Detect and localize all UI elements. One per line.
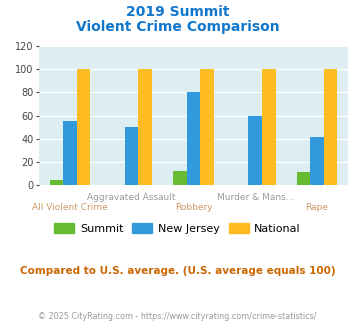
Legend: Summit, New Jersey, National: Summit, New Jersey, National: [50, 218, 305, 238]
Bar: [77, 69, 90, 185]
Bar: [324, 69, 337, 185]
Text: Violent Crime Comparison: Violent Crime Comparison: [76, 20, 279, 34]
Bar: [173, 171, 187, 185]
Text: 2019 Summit: 2019 Summit: [126, 5, 229, 19]
Bar: [138, 69, 152, 185]
Bar: [262, 69, 275, 185]
Bar: [200, 69, 214, 185]
Bar: [310, 137, 324, 185]
Text: Aggravated Assault: Aggravated Assault: [87, 193, 176, 202]
Text: © 2025 CityRating.com - https://www.cityrating.com/crime-statistics/: © 2025 CityRating.com - https://www.city…: [38, 312, 317, 321]
Text: Robbery: Robbery: [175, 203, 212, 212]
Text: Compared to U.S. average. (U.S. average equals 100): Compared to U.S. average. (U.S. average …: [20, 266, 335, 276]
Bar: [248, 115, 262, 185]
Text: All Violent Crime: All Violent Crime: [32, 203, 108, 212]
Bar: [50, 180, 63, 185]
Bar: [297, 172, 310, 185]
Text: Rape: Rape: [306, 203, 328, 212]
Bar: [63, 121, 77, 185]
Bar: [125, 127, 138, 185]
Text: Murder & Mans...: Murder & Mans...: [217, 193, 294, 202]
Bar: [187, 92, 200, 185]
